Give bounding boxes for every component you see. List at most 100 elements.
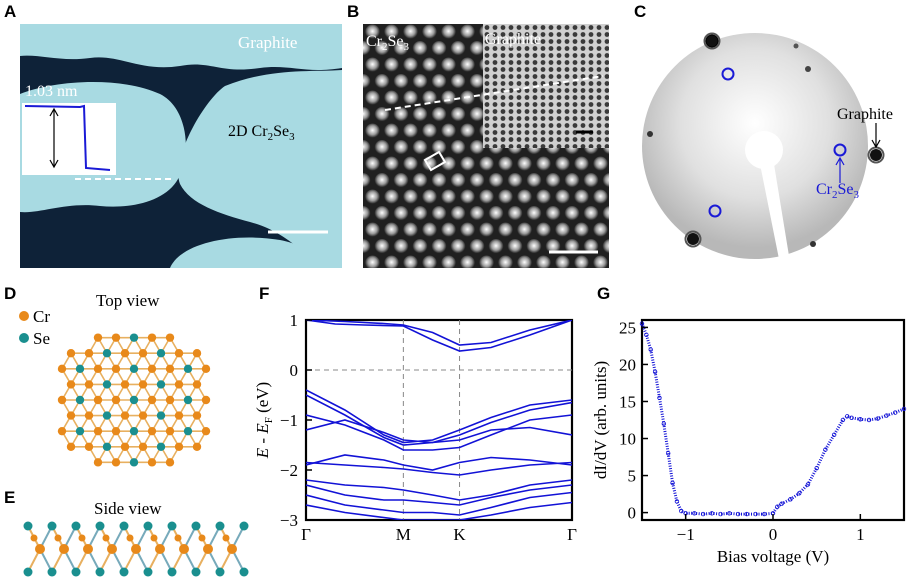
se-atom	[71, 567, 81, 577]
cr-atom	[147, 458, 157, 467]
se-atom	[75, 364, 85, 374]
se-atom	[129, 426, 139, 436]
x-tick-label: 0	[769, 525, 778, 544]
y-tick-label: 0	[628, 504, 637, 523]
band-line-band10	[306, 484, 572, 506]
cr-atom	[84, 411, 94, 420]
cr-atom	[192, 380, 202, 389]
cr-atom	[66, 411, 76, 420]
cr-atom	[165, 426, 175, 436]
panel-letter-b: B	[347, 2, 360, 21]
graphite-spot	[705, 34, 719, 48]
y-axis-label: E - EF (eV)	[253, 382, 275, 459]
y-tick-label: 5	[628, 467, 637, 486]
data-point	[866, 417, 872, 423]
data-point	[796, 491, 802, 496]
se-atom	[102, 411, 112, 420]
cr-atom	[111, 395, 121, 405]
se-atom	[239, 521, 249, 531]
label-cr2se3-b: Cr2Se3	[366, 33, 410, 53]
se-atom	[191, 521, 201, 531]
cr-atom	[201, 395, 211, 405]
cr-atom	[93, 364, 103, 374]
data-point	[805, 482, 811, 487]
cr-atom	[54, 534, 62, 542]
y-tick-label: 1	[290, 311, 299, 330]
se-atom	[156, 380, 166, 389]
se-atom	[95, 567, 105, 577]
didv-chart: 0 5 10 15 20 25 −1 0 1 Bias voltage (V) dI/dV (arb…	[591, 318, 907, 566]
cr-atom	[138, 349, 148, 358]
data-point	[661, 421, 667, 426]
cr-atom	[131, 544, 141, 554]
panel-f-band-structure: 10−1−2−3Γ M K ΓE - EF (eV)	[253, 311, 577, 544]
label-graphite-b: Graphite	[485, 31, 541, 48]
panel-letter-g: G	[597, 284, 611, 303]
band-line-band2	[306, 320, 572, 346]
se-atom	[75, 395, 85, 405]
faint-spot	[810, 241, 816, 247]
se-legend-dot	[19, 333, 29, 343]
cr2se3-spot	[833, 143, 847, 157]
cr-atom	[138, 411, 148, 420]
graphite-spot-ring	[684, 230, 702, 248]
y-tick-label: −2	[280, 461, 298, 480]
cr-atom	[227, 544, 237, 554]
data-point	[679, 508, 684, 514]
cr-atom	[192, 411, 202, 420]
band-structure-chart: 10−1−2−3Γ M K ΓE - EF (eV)	[253, 311, 577, 544]
band-line-band3	[306, 389, 572, 444]
band-line-band12	[306, 501, 572, 520]
panel-letter-a: A	[4, 2, 17, 21]
y-tick-label: −3	[280, 511, 298, 530]
cr-atom	[111, 426, 121, 436]
cr-atom	[147, 395, 157, 405]
cr-atom	[120, 380, 130, 389]
se-atom	[102, 442, 112, 451]
cr-atom	[165, 395, 175, 405]
data-point	[858, 417, 863, 422]
se-atom	[75, 426, 85, 436]
cr-atom	[192, 442, 202, 451]
se-atom	[23, 521, 33, 531]
se-atom	[71, 521, 81, 531]
se-atom	[183, 395, 193, 405]
y-tick-label: −1	[280, 411, 298, 430]
data-point	[849, 415, 854, 420]
se-atom	[129, 395, 139, 405]
data-point	[700, 511, 706, 517]
band-line-band8	[306, 454, 572, 471]
data-point	[692, 511, 697, 516]
cr-atom	[66, 442, 76, 451]
data-point	[652, 369, 658, 375]
cr-atom	[201, 364, 211, 374]
graphite-spot	[870, 149, 882, 161]
band-line-band11	[306, 491, 572, 516]
x-tick-label: 1	[856, 525, 865, 544]
data-point	[901, 406, 907, 412]
legend-se: Se	[33, 329, 50, 348]
cr-atom	[165, 333, 175, 342]
cr-atom	[57, 364, 67, 374]
x-tick-label: Γ	[567, 525, 577, 544]
se-atom	[129, 458, 139, 467]
graphite-inset	[483, 24, 609, 148]
cr-atom	[147, 333, 157, 342]
data-point	[845, 414, 850, 419]
cr-atom	[66, 349, 76, 358]
cr-atom	[120, 411, 130, 420]
se-atom	[156, 349, 166, 358]
cr-atom	[138, 442, 148, 451]
stm-graphite-top	[20, 24, 342, 70]
cr-atom	[174, 349, 184, 358]
data-point	[788, 497, 793, 502]
cr-atom	[222, 534, 230, 542]
unit-cell-marker	[423, 150, 447, 172]
stm-island-right	[178, 70, 342, 268]
faint-spot	[805, 66, 811, 72]
graphite-arrow	[871, 123, 881, 149]
se-atom	[143, 521, 153, 531]
panel-a-stm-image: Graphite 2D Cr2Se3 1.03 nm	[20, 24, 342, 268]
data-point	[840, 417, 846, 423]
se-atom	[129, 333, 139, 342]
